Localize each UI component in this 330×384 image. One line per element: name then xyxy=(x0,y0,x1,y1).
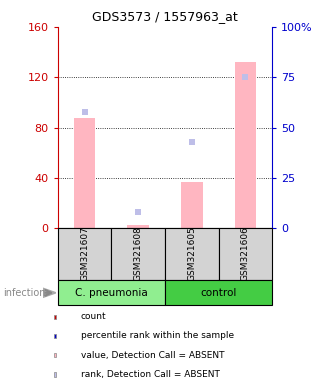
Text: control: control xyxy=(200,288,237,298)
Polygon shape xyxy=(43,288,56,297)
Text: GSM321608: GSM321608 xyxy=(134,226,143,281)
Text: GSM321605: GSM321605 xyxy=(187,226,196,281)
Bar xyxy=(112,228,165,280)
Bar xyxy=(127,225,149,228)
Text: percentile rank within the sample: percentile rank within the sample xyxy=(81,331,234,341)
Title: GDS3573 / 1557963_at: GDS3573 / 1557963_at xyxy=(92,10,238,23)
Bar xyxy=(58,280,165,305)
Bar xyxy=(235,62,256,228)
Bar xyxy=(165,228,218,280)
Text: GSM321606: GSM321606 xyxy=(241,226,250,281)
Text: GSM321607: GSM321607 xyxy=(80,226,89,281)
Text: count: count xyxy=(81,312,107,321)
Bar xyxy=(218,228,272,280)
Bar xyxy=(53,334,56,338)
Text: infection: infection xyxy=(3,288,46,298)
Bar xyxy=(53,353,56,357)
Text: value, Detection Call = ABSENT: value, Detection Call = ABSENT xyxy=(81,351,224,360)
Bar xyxy=(58,228,112,280)
Bar xyxy=(165,280,272,305)
Bar xyxy=(74,118,95,228)
Text: rank, Detection Call = ABSENT: rank, Detection Call = ABSENT xyxy=(81,370,220,379)
Bar xyxy=(181,182,203,228)
Text: C. pneumonia: C. pneumonia xyxy=(75,288,148,298)
Bar xyxy=(53,372,56,376)
Bar xyxy=(53,315,56,319)
